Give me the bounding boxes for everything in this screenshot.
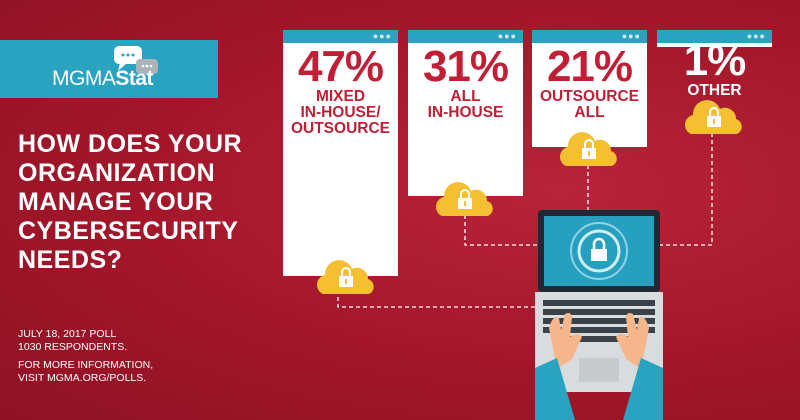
bar-panel-2: ●●● 31% ALL IN-HOUSE [408, 30, 523, 196]
logo: MGMAStat [52, 67, 154, 90]
value-label: 1% [683, 36, 747, 85]
category-label: IN-HOUSE/ [300, 104, 381, 121]
logo-banner [0, 40, 218, 98]
window-dots-icon: ●●● [372, 31, 392, 41]
window-dots-icon: ●●● [621, 31, 641, 41]
bar-panel-1: ●●● 47% MIXED IN-HOUSE/OUTSOURCE [283, 30, 398, 276]
category-label: OUTSOURCE [539, 88, 640, 105]
window-dots-icon: ●●● [746, 31, 766, 41]
cloud-lock-icon [559, 132, 617, 166]
category-label: IN-HOUSE [427, 104, 504, 121]
question-title: HOW DOES YOUR ORGANIZATION MANAGE YOUR C… [18, 130, 243, 274]
window-dots-icon: ●●● [497, 31, 517, 41]
chat-bubbles-icon [114, 46, 158, 74]
value-label: 31% [422, 42, 509, 91]
bar-panel-4: ●●● 1% OTHER [657, 30, 772, 99]
category-label: OUTSOURCE [290, 120, 391, 137]
poll-info: JULY 18, 2017 POLL 1030 RESPONDENTS. [18, 328, 128, 353]
category-label: ALL [450, 88, 481, 105]
category-label: OTHER [687, 82, 742, 99]
laptop-lock-icon [535, 210, 663, 420]
window-header: ●●● [408, 30, 523, 43]
bar-fill [657, 43, 772, 47]
bar-panel-3: ●●● 21% OUTSOURCE ALL [532, 30, 647, 147]
more-info: FOR MORE INFORMATION, VISIT MGMA.ORG/POLL… [18, 359, 154, 384]
cloud-lock-icon [435, 182, 493, 216]
category-label: MIXED [315, 88, 366, 105]
cloud-lock-icon [316, 260, 374, 294]
window-header: ●●● [657, 30, 772, 43]
value-label: 47% [297, 42, 384, 91]
value-label: 21% [546, 42, 633, 91]
window-header: ●●● [283, 30, 398, 43]
window-header: ●●● [532, 30, 647, 43]
cloud-lock-icon [684, 100, 742, 134]
category-label: ALL [574, 104, 605, 121]
